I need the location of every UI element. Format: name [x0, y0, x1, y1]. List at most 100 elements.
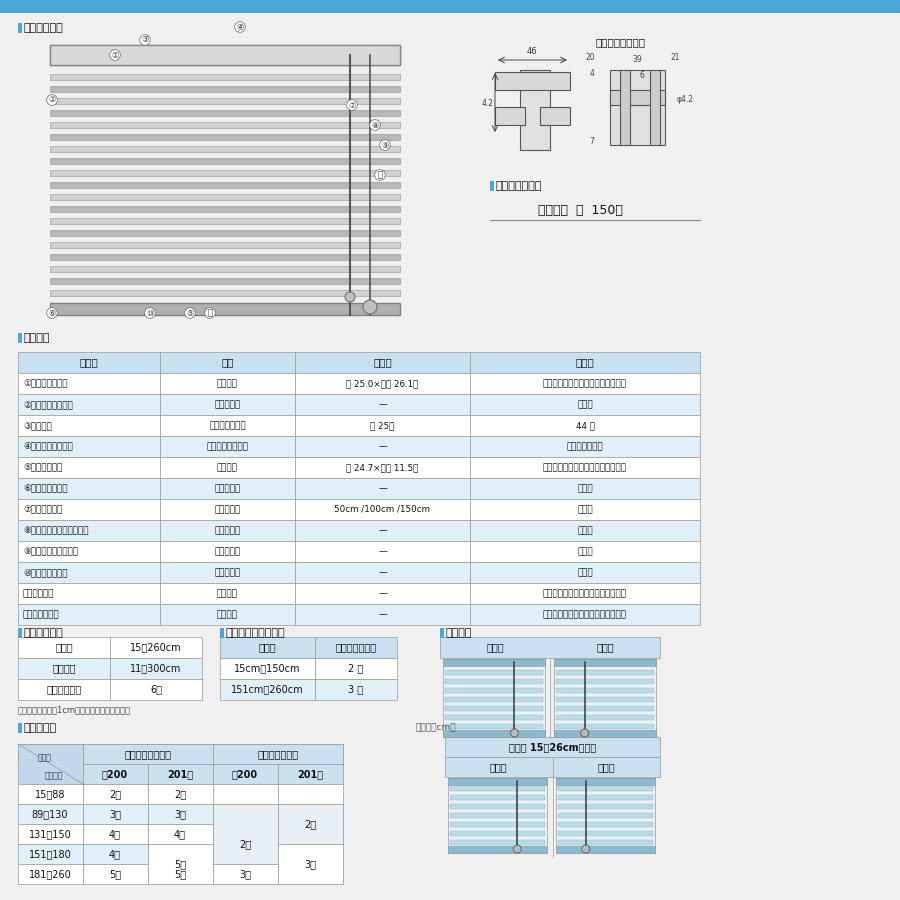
Bar — [160, 394, 295, 415]
Bar — [213, 764, 278, 784]
Text: 樹脂成型品: 樹脂成型品 — [214, 505, 240, 514]
Bar — [470, 394, 700, 415]
Text: 左操作: 左操作 — [598, 762, 615, 772]
Bar — [18, 604, 160, 625]
Bar — [83, 784, 148, 804]
Bar — [148, 824, 213, 844]
Text: 耐食アルミ合金: 耐食アルミ合金 — [209, 421, 246, 430]
Text: スチール: スチール — [217, 463, 238, 472]
Circle shape — [345, 292, 355, 302]
Bar — [148, 764, 213, 784]
Text: —: — — [378, 526, 387, 535]
Bar — [440, 628, 444, 638]
Bar — [556, 778, 655, 785]
Bar — [160, 457, 295, 478]
Bar — [160, 352, 295, 373]
Text: ③スラット: ③スラット — [23, 421, 52, 430]
Text: 操作コード長さ: 操作コード長さ — [496, 181, 543, 191]
Bar — [83, 844, 148, 864]
Bar — [148, 804, 213, 824]
Text: 20: 20 — [585, 53, 595, 62]
Bar — [450, 813, 545, 818]
Bar — [160, 562, 295, 583]
Bar — [50, 303, 400, 315]
Text: φ4.2: φ4.2 — [677, 95, 694, 104]
Bar — [556, 697, 654, 702]
Bar — [18, 723, 22, 733]
Bar — [83, 744, 213, 764]
Bar — [18, 352, 160, 373]
Circle shape — [363, 300, 377, 314]
Bar — [148, 844, 213, 864]
Bar — [445, 737, 660, 757]
Text: ②ボックスキャップ: ②ボックスキャップ — [23, 400, 73, 409]
Text: 2本: 2本 — [174, 789, 186, 799]
Text: ラダーコード本数: ラダーコード本数 — [124, 749, 172, 759]
Text: 幅 25.0×高さ 26.1㎜: 幅 25.0×高さ 26.1㎜ — [346, 379, 418, 388]
Text: 樹脂成型品: 樹脂成型品 — [214, 547, 240, 556]
Bar — [160, 499, 295, 520]
Bar — [18, 457, 160, 478]
Text: —: — — [378, 610, 387, 619]
Bar — [160, 415, 295, 436]
Circle shape — [513, 845, 521, 853]
Bar — [295, 415, 470, 436]
Text: ⑫: ⑫ — [208, 309, 212, 318]
Bar — [278, 824, 343, 844]
Text: 製作可能面積: 製作可能面積 — [47, 685, 82, 695]
Text: 昇降コード本数: 昇降コード本数 — [257, 749, 299, 759]
Text: 3本: 3本 — [174, 809, 186, 819]
Bar — [50, 158, 400, 164]
Bar — [160, 436, 295, 457]
Text: 2 個: 2 個 — [348, 663, 364, 673]
Bar — [470, 604, 700, 625]
Bar — [470, 478, 700, 499]
Bar — [295, 352, 470, 373]
Text: 製品高さ  ＋  150㎜: 製品高さ ＋ 150㎜ — [537, 203, 623, 217]
Text: 幅 24.7×高さ 11.5㎜: 幅 24.7×高さ 11.5㎜ — [346, 463, 418, 472]
Bar — [18, 864, 83, 884]
Text: 製品幅: 製品幅 — [55, 643, 73, 652]
Text: 11～300cm: 11～300cm — [130, 663, 182, 673]
Text: ⑩テープホルダー: ⑩テープホルダー — [23, 568, 68, 577]
Text: 39: 39 — [632, 56, 642, 65]
Text: 樹脂成型品: 樹脂成型品 — [214, 568, 240, 577]
Text: 6㎡: 6㎡ — [150, 685, 162, 695]
Bar — [213, 864, 278, 884]
Bar — [470, 562, 700, 583]
Bar — [295, 436, 470, 457]
Text: —: — — [378, 589, 387, 598]
Text: 4: 4 — [590, 68, 594, 77]
Bar — [18, 744, 83, 784]
Text: ⑦チルトボール: ⑦チルトボール — [23, 505, 62, 514]
Bar — [448, 846, 547, 853]
Text: （単位：cm）: （単位：cm） — [415, 724, 455, 733]
Text: 3本: 3本 — [304, 859, 316, 869]
Text: スラットカラーと同色または同系色: スラットカラーと同色または同系色 — [543, 463, 627, 472]
Text: ⑨: ⑨ — [382, 140, 389, 149]
Bar — [18, 415, 160, 436]
Bar — [50, 182, 400, 188]
Bar — [50, 206, 400, 212]
Bar — [448, 778, 547, 785]
Bar — [295, 604, 470, 625]
Text: 2本: 2本 — [304, 819, 316, 829]
Text: 部品名: 部品名 — [79, 357, 98, 367]
Bar — [445, 706, 543, 711]
Bar — [18, 658, 110, 679]
Bar — [83, 764, 148, 784]
Text: —: — — [378, 442, 387, 451]
Bar — [554, 659, 656, 666]
Bar — [278, 784, 343, 804]
Text: 201〜: 201〜 — [297, 769, 323, 779]
Bar — [554, 659, 656, 737]
Bar — [450, 795, 545, 800]
Bar — [213, 804, 278, 864]
Text: 取付けブラケット: 取付けブラケット — [595, 37, 645, 47]
Bar — [445, 724, 543, 729]
Bar — [18, 637, 110, 658]
Text: 右操作: 右操作 — [490, 762, 508, 772]
Bar — [50, 86, 400, 92]
Text: 2本: 2本 — [238, 839, 251, 849]
Bar — [295, 541, 470, 562]
